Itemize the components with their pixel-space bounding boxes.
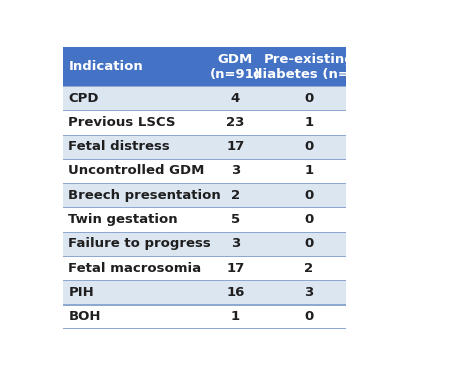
Bar [272,256,346,280]
Text: PIH: PIH [68,286,94,299]
Text: 0: 0 [304,140,314,153]
Bar [63,159,346,160]
Bar [63,110,199,135]
Bar [63,256,199,280]
Bar [272,183,346,207]
Text: GDM
(n=91): GDM (n=91) [210,53,261,81]
Bar [63,86,199,110]
Bar [199,47,272,86]
Bar [63,280,199,305]
Bar [199,110,272,135]
Bar [63,159,199,183]
Text: 3: 3 [304,286,314,299]
Text: Fetal distress: Fetal distress [68,140,170,153]
Bar [63,110,346,111]
Text: 5: 5 [231,213,240,226]
Bar [63,183,346,184]
Bar [63,135,346,136]
Bar [199,280,272,305]
Bar [199,159,272,183]
Text: 0: 0 [304,310,314,323]
Bar [272,159,346,183]
Bar [272,110,346,135]
Bar [272,135,346,159]
Bar [272,47,346,86]
Text: 16: 16 [226,286,245,299]
Text: 4: 4 [231,92,240,105]
Text: 3: 3 [231,164,240,177]
Bar [63,86,346,87]
Bar [199,232,272,256]
Text: 0: 0 [304,213,314,226]
Bar [63,256,346,257]
Text: Pre-existing
diabetes (n=7): Pre-existing diabetes (n=7) [254,53,365,81]
Bar [199,86,272,110]
Text: 2: 2 [231,189,240,202]
Bar [63,280,346,281]
Text: 0: 0 [304,92,314,105]
Bar [199,135,272,159]
Bar [272,280,346,305]
Text: 2: 2 [304,262,314,275]
Bar [63,305,346,306]
Text: 1: 1 [304,164,314,177]
Bar [199,256,272,280]
Bar [272,305,346,329]
Text: BOH: BOH [68,310,101,323]
Text: 3: 3 [231,237,240,250]
Bar [63,305,199,329]
Bar [63,232,199,256]
Text: 17: 17 [227,262,245,275]
Text: 0: 0 [304,237,314,250]
Bar [63,47,199,86]
Bar [63,328,346,329]
Text: 0: 0 [304,189,314,202]
Bar [199,305,272,329]
Text: Uncontrolled GDM: Uncontrolled GDM [68,164,205,177]
Text: CPD: CPD [68,92,99,105]
Text: 1: 1 [231,310,240,323]
Bar [199,183,272,207]
Bar [63,232,346,233]
Text: Indication: Indication [68,60,143,73]
Text: Breech presentation: Breech presentation [68,189,221,202]
Bar [63,135,199,159]
Text: 17: 17 [227,140,245,153]
Bar [63,183,199,207]
Bar [272,232,346,256]
Text: Fetal macrosomia: Fetal macrosomia [68,262,201,275]
Bar [63,86,346,87]
Text: 23: 23 [226,116,245,129]
Text: 1: 1 [304,116,314,129]
Text: Twin gestation: Twin gestation [68,213,178,226]
Text: Failure to progress: Failure to progress [68,237,211,250]
Bar [199,207,272,232]
Bar [63,207,346,209]
Bar [63,207,199,232]
Bar [272,207,346,232]
Bar [272,86,346,110]
Text: Previous LSCS: Previous LSCS [68,116,176,129]
